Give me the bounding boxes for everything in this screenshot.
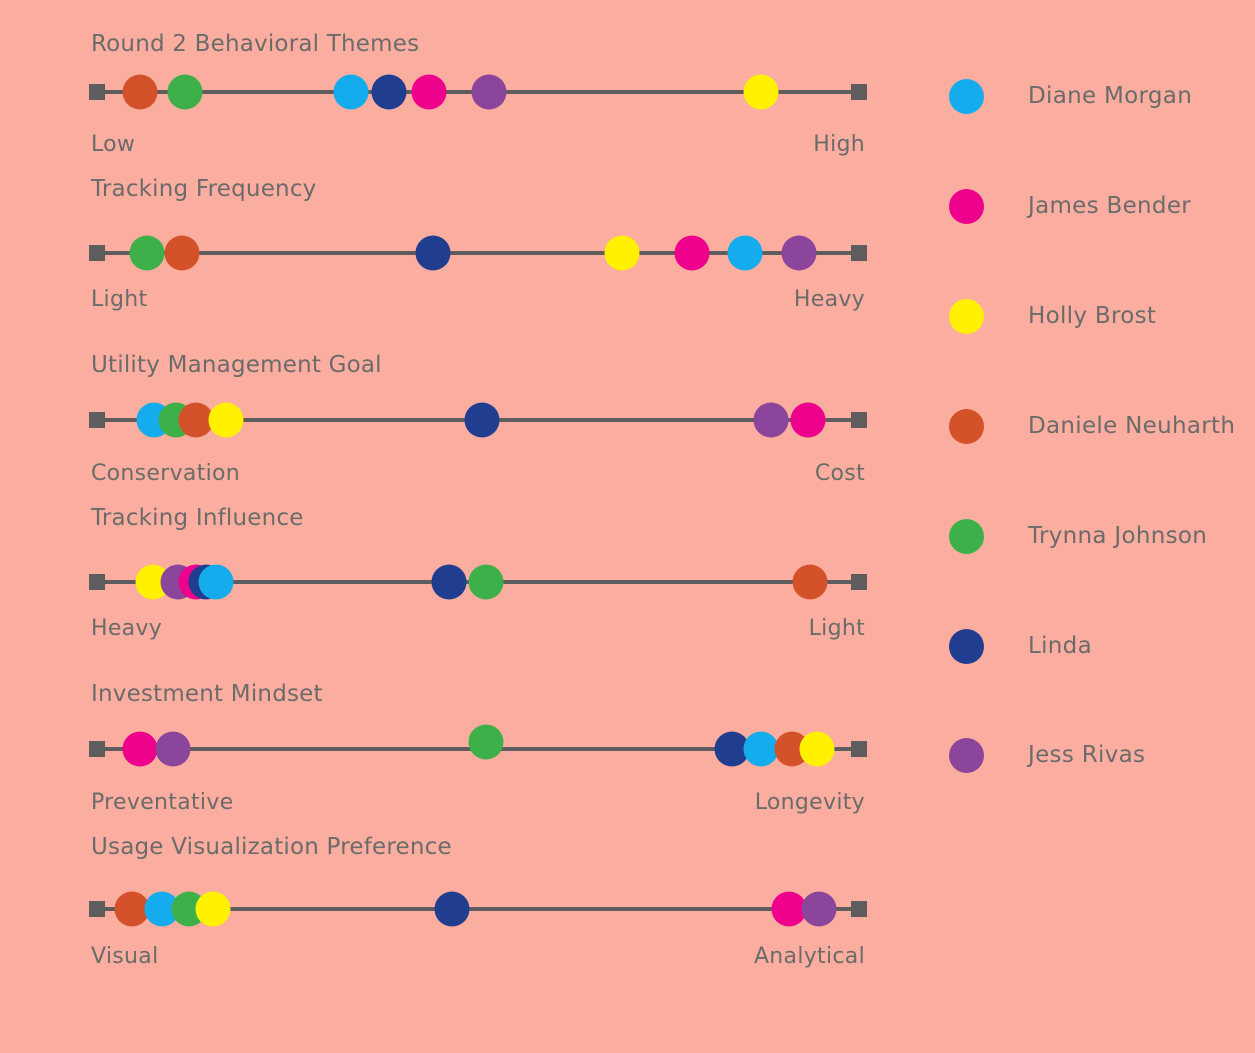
marker-james [790,402,826,438]
scale-title: Tracking Influence [91,505,304,531]
scale-end-cap [851,245,867,261]
scale-low-label: Low [91,132,136,157]
scale-start-cap [89,574,105,590]
marker-linda [371,74,407,110]
marker-jess [471,74,507,110]
legend-swatch [949,409,984,444]
legend-swatch [949,519,984,554]
marker-daniele [178,402,214,438]
legend-label: Diane Morgan [1028,83,1193,109]
legend-swatch [949,629,984,664]
legend-label: Daniele Neuharth [1028,413,1236,439]
scale-high-label: Analytical [753,944,865,969]
scale-high-label: Longevity [754,790,865,815]
scale-high-label: Heavy [793,287,865,312]
legend-swatch [949,79,984,114]
marker-james [411,74,447,110]
marker-diane [198,564,234,600]
marker-daniele [114,891,150,927]
marker-james [771,891,807,927]
marker-james [122,731,158,767]
scale-track-line [97,907,859,911]
scale-end-cap [851,574,867,590]
scale-start-cap [89,245,105,261]
legend-label: Holly Brost [1028,303,1157,329]
legend-label: James Bender [1028,193,1192,219]
scale-start-cap [89,901,105,917]
marker-holly [195,891,231,927]
marker-linda [431,564,467,600]
marker-holly [743,74,779,110]
marker-linda [434,891,470,927]
marker-daniele [164,235,200,271]
marker-trynna [129,235,165,271]
marker-linda [464,402,500,438]
scale-start-cap [89,741,105,757]
marker-jess [155,731,191,767]
legend-label: Jess Rivas [1028,742,1146,768]
legend-label: Linda [1028,633,1092,659]
scale-high-label: Light [808,616,865,641]
scale-low-label: Visual [91,944,159,969]
scale-high-label: Cost [814,461,865,486]
scale-end-cap [851,84,867,100]
marker-diane [727,235,763,271]
marker-jess [801,891,837,927]
legend-swatch [949,189,984,224]
scale-title: Tracking Frequency [91,176,317,202]
scale-low-label: Light [91,287,148,312]
scale-high-label: High [813,132,865,157]
scale-title: Round 2 Behavioral Themes [91,31,420,57]
scale-title: Usage Visualization Preference [91,834,452,860]
marker-daniele [792,564,828,600]
scale-title: Investment Mindset [91,681,323,707]
legend-swatch [949,738,984,773]
marker-holly [604,235,640,271]
marker-holly [208,402,244,438]
marker-trynna [468,724,504,760]
marker-diane [743,731,779,767]
marker-linda [415,235,451,271]
scale-end-cap [851,412,867,428]
scale-low-label: Heavy [91,616,163,641]
scale-start-cap [89,84,105,100]
scale-low-label: Conservation [91,461,241,486]
legend-label: Trynna Johnson [1028,523,1208,549]
marker-james [674,235,710,271]
marker-holly [799,731,835,767]
scale-title: Utility Management Goal [91,352,382,378]
marker-jess [753,402,788,438]
marker-jess [781,235,817,271]
scale-low-label: Preventative [91,790,234,815]
scale-start-cap [89,412,105,428]
scale-track-line [97,251,859,255]
scale-end-cap [851,901,867,917]
scale-end-cap [851,741,867,757]
marker-daniele [122,74,158,110]
marker-trynna [167,74,203,110]
marker-diane [333,74,369,110]
legend-swatch [949,299,984,334]
marker-trynna [468,564,504,600]
